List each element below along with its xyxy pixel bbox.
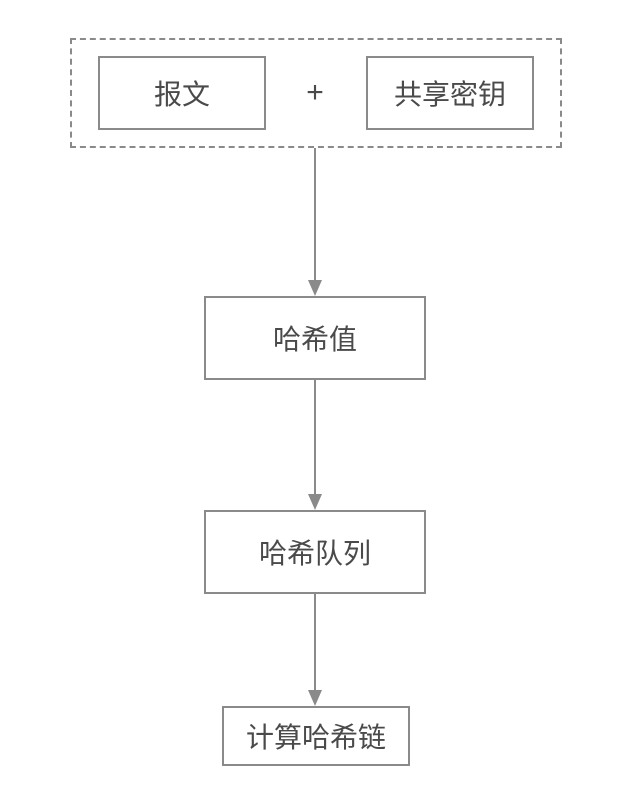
plus-label: + xyxy=(306,76,324,110)
hash-queue-label: 哈希队列 xyxy=(259,532,371,572)
hash-value-label: 哈希值 xyxy=(273,318,357,358)
calc-hash-chain-node: 计算哈希链 xyxy=(222,706,410,766)
edge-2 xyxy=(305,380,345,512)
shared-key-node: 共享密钥 xyxy=(366,56,534,130)
hash-queue-node: 哈希队列 xyxy=(204,510,426,594)
shared-key-label: 共享密钥 xyxy=(394,73,506,113)
message-node: 报文 xyxy=(98,56,266,130)
plus-symbol: + xyxy=(300,78,330,108)
calc-hash-chain-label: 计算哈希链 xyxy=(246,716,386,756)
hash-value-node: 哈希值 xyxy=(204,296,426,380)
edge-3 xyxy=(305,594,345,708)
flowchart-canvas: 报文 + 共享密钥 哈希值 哈希队列 计算哈希链 xyxy=(0,0,635,786)
edge-1 xyxy=(305,148,345,298)
message-label: 报文 xyxy=(154,73,210,113)
